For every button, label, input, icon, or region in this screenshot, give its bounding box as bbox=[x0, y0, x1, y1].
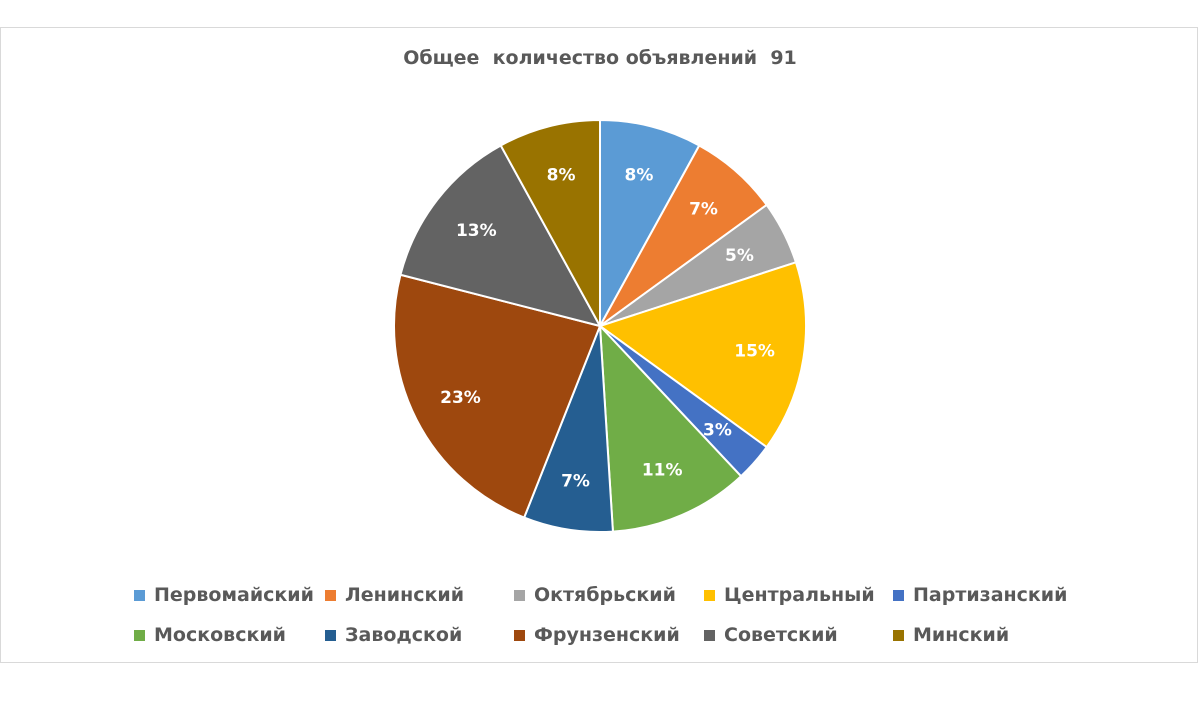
legend-swatch bbox=[514, 629, 525, 641]
legend-swatch bbox=[325, 589, 336, 601]
pie-slice bbox=[393, 273, 602, 519]
legend-item: Партизанский bbox=[893, 583, 1067, 607]
legend-label: Партизанский bbox=[913, 584, 1068, 606]
legend-label: Ленинский bbox=[345, 584, 465, 606]
pie-slice bbox=[399, 144, 602, 328]
slice-data-label: 23% bbox=[440, 388, 481, 408]
legend-label: Московский bbox=[154, 624, 286, 646]
legend-item: Октябрьский bbox=[514, 583, 676, 607]
legend-swatch bbox=[704, 629, 715, 641]
slice-data-label: 8% bbox=[624, 165, 653, 185]
slice-data-label: 8% bbox=[547, 165, 576, 185]
legend-label: Октябрьский bbox=[534, 584, 676, 606]
slice-data-label: 3% bbox=[703, 421, 732, 441]
chart-title: Общее количество объявлений 91 bbox=[403, 47, 797, 69]
legend-item: Советский bbox=[704, 623, 838, 647]
legend-swatch bbox=[134, 589, 145, 601]
legend-swatch bbox=[893, 629, 904, 641]
slice-data-label: 5% bbox=[725, 246, 754, 266]
pie-slice bbox=[499, 118, 601, 327]
legend-item: Фрунзенский bbox=[514, 623, 680, 647]
pie-slice bbox=[598, 323, 743, 533]
legend-swatch bbox=[704, 589, 715, 601]
legend-item: Первомайский bbox=[134, 583, 314, 607]
legend-item: Заводской bbox=[325, 623, 462, 647]
slice-data-label: 7% bbox=[561, 472, 590, 492]
legend-item: Центральный bbox=[704, 583, 875, 607]
slice-data-label: 7% bbox=[689, 200, 718, 220]
legend-swatch bbox=[134, 629, 145, 641]
legend-item: Минский bbox=[893, 623, 1009, 647]
slice-data-label: 11% bbox=[642, 461, 683, 481]
legend-swatch bbox=[514, 589, 525, 601]
legend-label: Минский bbox=[913, 624, 1010, 646]
legend-swatch bbox=[325, 629, 336, 641]
legend-label: Заводской bbox=[345, 624, 463, 646]
legend-label: Фрунзенский bbox=[534, 624, 680, 646]
legend-swatch bbox=[893, 589, 904, 601]
legend-label: Центральный bbox=[724, 584, 875, 606]
legend-item: Московский bbox=[134, 623, 286, 647]
pie-slice bbox=[597, 261, 807, 449]
legend-item: Ленинский bbox=[325, 583, 464, 607]
legend-label: Советский bbox=[724, 624, 838, 646]
slice-data-label: 15% bbox=[734, 341, 775, 361]
pie-slice bbox=[599, 118, 701, 327]
slice-data-label: 13% bbox=[456, 221, 497, 241]
legend-label: Первомайский bbox=[154, 584, 314, 606]
